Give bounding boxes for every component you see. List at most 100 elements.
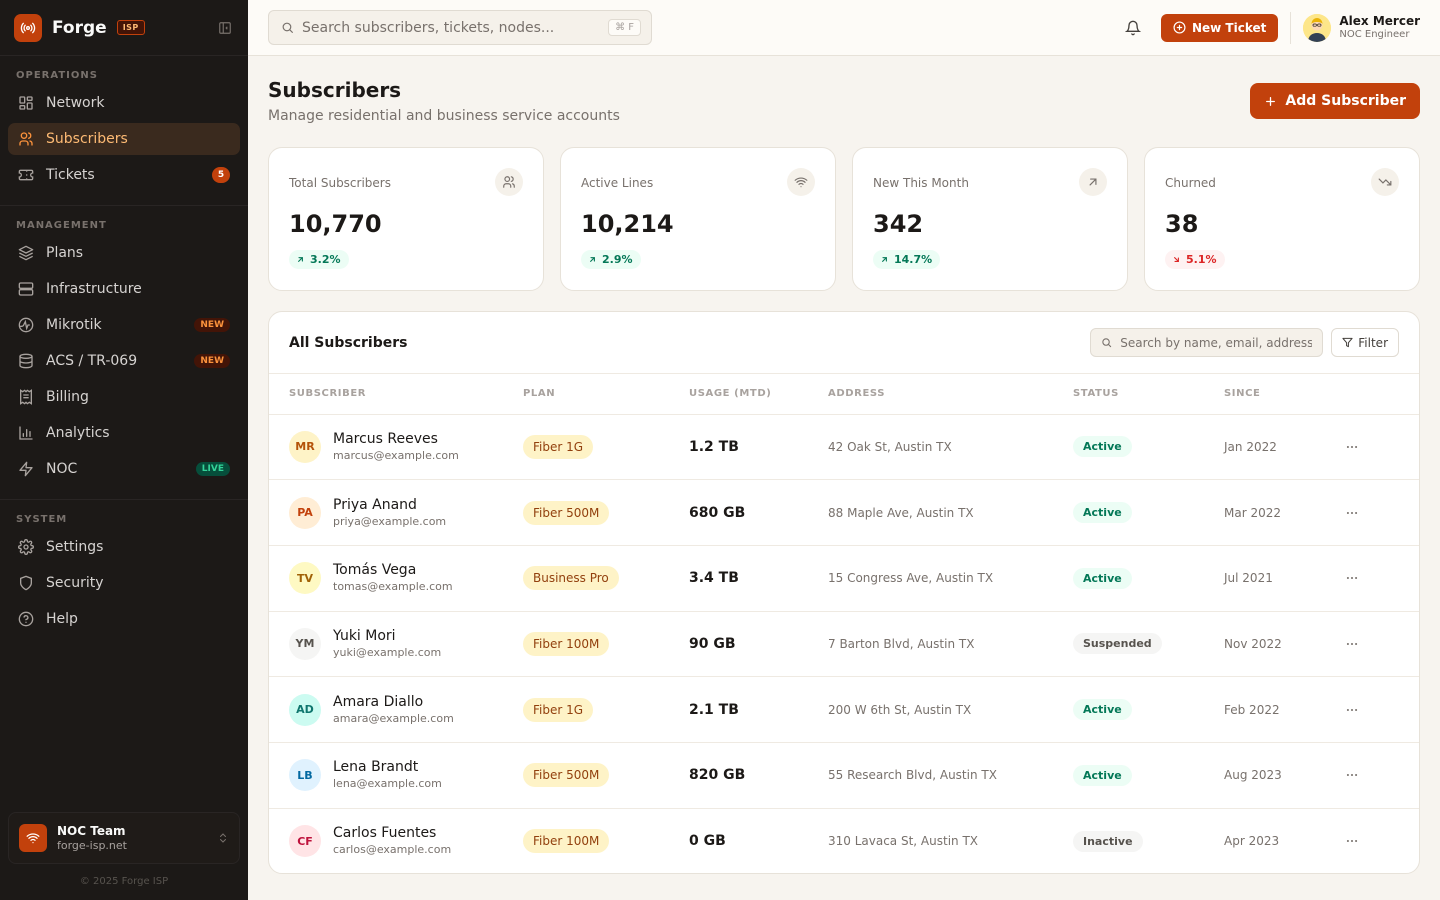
- filter-icon: [1342, 337, 1353, 348]
- sidebar-item-label: Mikrotik: [46, 317, 102, 333]
- status-badge: Active: [1073, 699, 1132, 721]
- avatar: PA: [289, 496, 321, 529]
- table-row[interactable]: AD Amara Diallo amara@example.com Fiber …: [269, 676, 1419, 743]
- more-horizontal-icon[interactable]: [1340, 566, 1364, 590]
- address: 15 Congress Ave, Austin TX: [828, 571, 994, 586]
- search-shortcut: ⌘ F: [608, 19, 641, 36]
- more-horizontal-icon[interactable]: [1340, 698, 1364, 722]
- layers-icon: [18, 245, 34, 261]
- database-icon: [18, 353, 34, 369]
- column-header-subscriber[interactable]: SUBSCRIBER: [269, 374, 523, 415]
- subscriber-name[interactable]: Tomás Vega: [333, 562, 417, 579]
- arrow-up-right-icon: [882, 257, 887, 262]
- status-badge: Active: [1073, 502, 1132, 524]
- stat-card-new-this-month: New This Month 342 14.7%: [852, 147, 1128, 291]
- avatar: MR: [289, 430, 321, 463]
- table-row[interactable]: CF Carlos Fuentes carlos@example.com Fib…: [269, 808, 1419, 873]
- copyright: © 2025 Forge ISP: [79, 876, 169, 887]
- team-domain: forge-isp.net: [57, 838, 127, 852]
- subscriber-name[interactable]: Amara Diallo: [333, 693, 424, 710]
- tickets-count-badge: 5: [212, 167, 230, 183]
- subscriber-name[interactable]: Priya Anand: [333, 496, 417, 513]
- sidebar-collapse-icon[interactable]: [216, 19, 234, 37]
- chevrons-up-down-icon: [217, 832, 229, 844]
- stat-label: Active Lines: [581, 176, 654, 190]
- sidebar-item-mikrotik[interactable]: Mikrotik NEW: [8, 309, 240, 341]
- server-icon: [18, 281, 34, 297]
- avatar: CF: [289, 825, 321, 858]
- arrow-up-right-icon: [590, 257, 595, 262]
- usage-value: 2.1 TB: [689, 701, 739, 718]
- sidebar-item-analytics[interactable]: Analytics: [8, 417, 240, 449]
- table-row[interactable]: PA Priya Anand priya@example.com Fiber 5…: [269, 479, 1419, 546]
- user-name: Alex Mercer: [1339, 14, 1420, 29]
- sidebar-item-label: Help: [46, 611, 78, 627]
- sidebar-item-label: Subscribers: [46, 131, 128, 147]
- sidebar-item-network[interactable]: Network: [8, 87, 240, 119]
- main-content: Subscribers Manage residential and busin…: [268, 76, 1420, 874]
- more-horizontal-icon[interactable]: [1340, 763, 1364, 787]
- sidebar-item-subscribers[interactable]: Subscribers: [8, 123, 240, 155]
- status-badge: Suspended: [1073, 633, 1162, 655]
- subscriber-name[interactable]: Marcus Reeves: [333, 430, 438, 447]
- avatar: TV: [289, 562, 321, 595]
- more-horizontal-icon[interactable]: [1340, 829, 1364, 853]
- sidebar-item-label: NOC: [46, 461, 78, 477]
- table-row[interactable]: TV Tomás Vega tomas@example.com Business…: [269, 545, 1419, 612]
- user-menu[interactable]: Alex Mercer NOC Engineer: [1303, 13, 1420, 42]
- sidebar-item-label: Infrastructure: [46, 281, 142, 297]
- global-search-input[interactable]: [302, 19, 609, 36]
- column-header-status[interactable]: STATUS: [1073, 374, 1224, 415]
- column-header-plan[interactable]: PLAN: [523, 374, 689, 415]
- search-icon: [1101, 337, 1112, 348]
- nav-section-title: MANAGEMENT: [16, 220, 107, 231]
- zap-icon: [18, 461, 34, 477]
- more-horizontal-icon[interactable]: [1340, 435, 1364, 459]
- topbar-divider: [1290, 11, 1292, 44]
- broadcast-icon[interactable]: [14, 13, 42, 42]
- sidebar-item-help[interactable]: Help: [8, 603, 240, 635]
- sidebar-item-noc[interactable]: NOC LIVE: [8, 453, 240, 485]
- new-ticket-button[interactable]: New Ticket: [1160, 13, 1279, 42]
- sidebar-item-billing[interactable]: Billing: [8, 381, 240, 413]
- stat-label: Churned: [1165, 176, 1216, 190]
- more-horizontal-icon[interactable]: [1340, 632, 1364, 656]
- wifi-icon: [19, 824, 47, 852]
- sidebar-item-plans[interactable]: Plans: [8, 237, 240, 269]
- table-row[interactable]: LB Lena Brandt lena@example.com Fiber 50…: [269, 742, 1419, 809]
- global-search[interactable]: ⌘ F: [268, 10, 652, 45]
- avatar: AD: [289, 693, 321, 726]
- plus-icon: [1266, 96, 1276, 106]
- sidebar-item-tickets[interactable]: Tickets 5: [8, 159, 240, 191]
- column-header-since[interactable]: SINCE: [1224, 374, 1340, 415]
- sidebar-item-label: Security: [46, 575, 104, 591]
- usage-value: 680 GB: [689, 504, 746, 521]
- subscriber-name[interactable]: Carlos Fuentes: [333, 825, 437, 842]
- more-horizontal-icon[interactable]: [1340, 501, 1364, 525]
- table-row[interactable]: YM Yuki Mori yuki@example.com Fiber 100M…: [269, 611, 1419, 678]
- usage-value: 3.4 TB: [689, 570, 739, 587]
- subscriber-name[interactable]: Yuki Mori: [333, 628, 396, 645]
- subscriber-name[interactable]: Lena Brandt: [333, 759, 419, 776]
- sidebar-item-infrastructure[interactable]: Infrastructure: [8, 273, 240, 305]
- since-date: Jan 2022: [1224, 439, 1277, 454]
- bell-icon[interactable]: [1117, 12, 1149, 44]
- add-subscriber-button[interactable]: Add Subscriber: [1250, 83, 1420, 119]
- table-row[interactable]: MR Marcus Reeves marcus@example.com Fibe…: [269, 414, 1419, 481]
- column-header-usage[interactable]: USAGE (MTD): [689, 374, 828, 415]
- sidebar: Forge ISP OPERATIONS Network Subscribers…: [0, 0, 248, 900]
- table-search[interactable]: [1090, 328, 1324, 357]
- receipt-icon: [18, 389, 34, 405]
- brand-tag: ISP: [116, 20, 145, 35]
- sidebar-item-acs-tr069[interactable]: ACS / TR-069 NEW: [8, 345, 240, 377]
- team-switcher[interactable]: NOC Team forge-isp.net: [8, 812, 240, 864]
- users-icon: [495, 168, 523, 196]
- table-title: All Subscribers: [289, 334, 408, 351]
- status-badge: Active: [1073, 764, 1132, 786]
- filter-label: Filter: [1358, 335, 1388, 350]
- sidebar-item-security[interactable]: Security: [8, 567, 240, 599]
- filter-button[interactable]: Filter: [1331, 328, 1399, 357]
- column-header-address[interactable]: ADDRESS: [828, 374, 1073, 415]
- sidebar-item-settings[interactable]: Settings: [8, 531, 240, 563]
- table-search-input[interactable]: [1120, 335, 1313, 350]
